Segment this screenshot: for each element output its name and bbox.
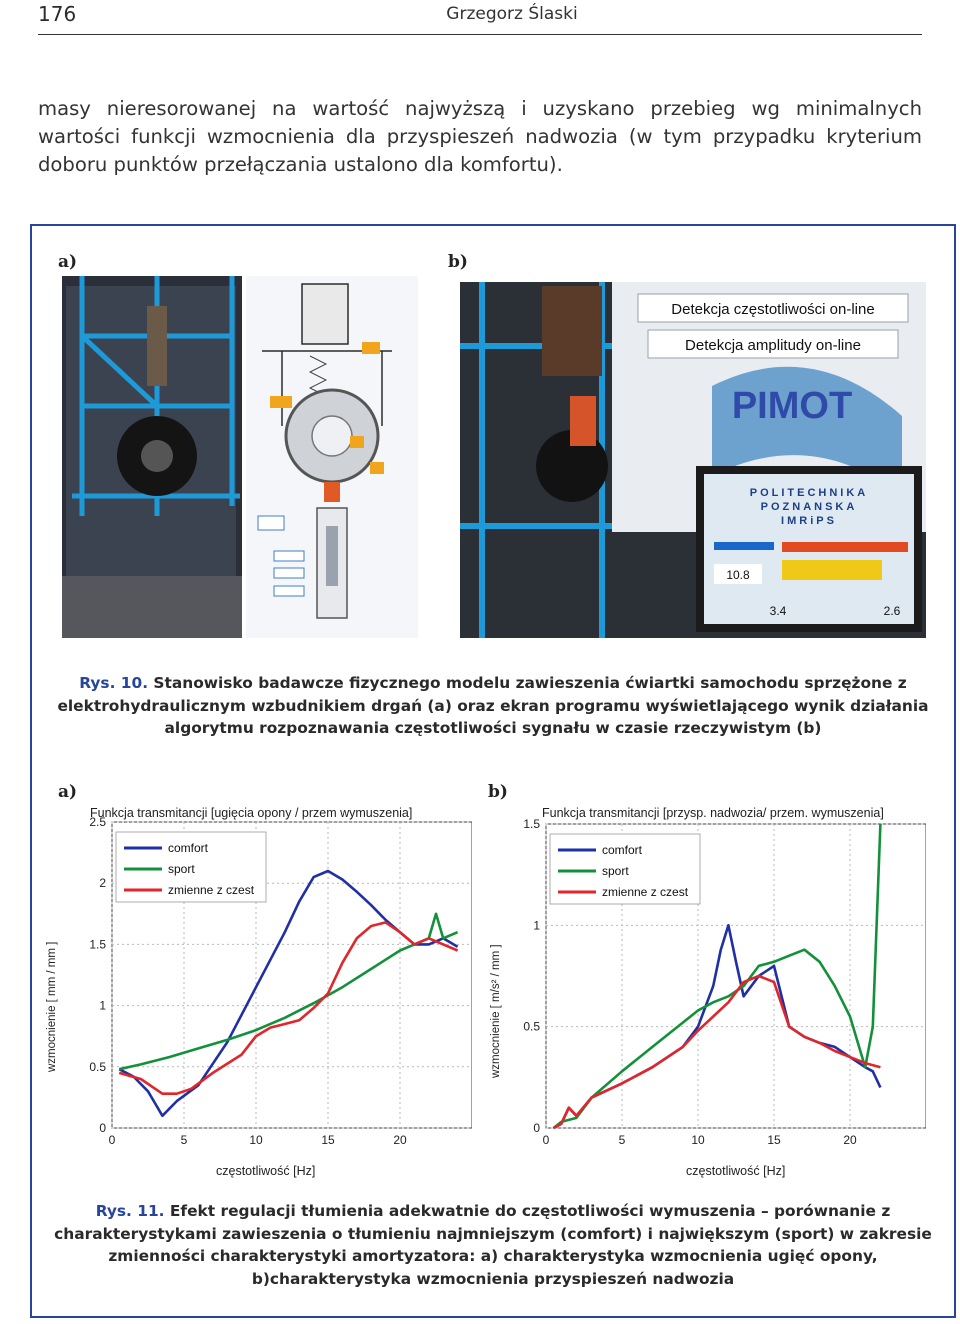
header-rule xyxy=(38,34,922,35)
chart-a-ylabel: wzmocnienie [ mm / mm ] xyxy=(46,941,58,1072)
chart-a-panel-label: a) xyxy=(58,782,78,802)
chart-b-plot: 0 5 10 15 20 0 0.5 1 1.5 comfort sport zmienne z cz… xyxy=(523,817,927,1147)
figure-11-caption-text: Efekt regulacji tłumienia adekwatnie do … xyxy=(54,1202,932,1288)
chart-b-xlabel: częstotliwość [Hz] xyxy=(686,1164,786,1178)
page-number: 176 xyxy=(38,2,77,26)
chart-b-legend-label-0: comfort xyxy=(602,843,643,857)
chart-b-series-2-line xyxy=(552,974,881,1130)
figure-10-photo-b: b) Detekcja częstotliwości on-line Detek… xyxy=(448,246,926,638)
chart-b-xtick-label: 15 xyxy=(767,1133,781,1147)
panel-label-a: a) xyxy=(58,252,78,272)
chart-b-legend-label-2: zmienne z czest xyxy=(602,885,689,899)
figure-10-caption-number: Rys. 10. xyxy=(79,674,149,692)
body-paragraph: masy nieresorowanej na wartość najwyższą… xyxy=(38,97,922,176)
chart-b-ytick-label: 0 xyxy=(533,1121,540,1135)
chart-a-plot: 0 5 10 15 20 0 0.5 1 1.5 2 2.5 comfort sport zmienne … xyxy=(89,815,473,1147)
screen-value-2: 3.4 xyxy=(770,604,787,618)
chart-a-xtick-label: 0 xyxy=(109,1133,116,1147)
running-head-author: Grzegorz Ślaski xyxy=(446,4,578,24)
figure-11-caption: Rys. 11. Efekt regulacji tłumienia adekw… xyxy=(32,1200,954,1290)
figure-10-caption-text: Stanowisko badawcze fizycznego modelu za… xyxy=(57,674,929,737)
chart-a-series-2-line xyxy=(118,921,459,1096)
chart-a-ytick-label: 0.5 xyxy=(89,1060,106,1074)
chart-b-ytick-label: 1.5 xyxy=(523,817,540,831)
chart-b-xtick-label: 0 xyxy=(543,1133,550,1147)
chart-b: b) Funkcja transmitancji [przysp. nadwoz… xyxy=(486,778,927,1178)
screen-value-3: 2.6 xyxy=(884,604,901,618)
chart-b-xtick-label: 20 xyxy=(843,1133,857,1147)
chart-b-xtick-label: 10 xyxy=(691,1133,705,1147)
chart-a-legend-label-0: comfort xyxy=(168,841,209,855)
screen-line-2: POZNANSKA xyxy=(761,501,858,513)
chart-b-title: Funkcja transmitancji [przysp. nadwozia/… xyxy=(542,806,884,820)
chart-a: a) Funkcja transmitancji [ugięcia opony … xyxy=(46,778,473,1178)
chart-a-ytick-label: 1.5 xyxy=(89,937,106,951)
figure-frame: a) xyxy=(30,224,956,1318)
chart-a-ytick-label: 2 xyxy=(99,876,106,890)
chart-a-legend-label-1: sport xyxy=(168,862,195,876)
chart-a-xtick-label: 20 xyxy=(393,1133,407,1147)
chart-a-legend-label-2: zmienne z czest xyxy=(168,883,255,897)
test-rig-illustration xyxy=(62,276,418,638)
screen-line-1: POLITECHNIKA xyxy=(750,487,869,499)
screen-line-3: IMRiPS xyxy=(781,515,837,527)
overlay-frequency-text: Detekcja częstotliwości on-line xyxy=(671,301,874,318)
chart-a-ytick-label: 1 xyxy=(99,999,106,1013)
chart-a-xtick-label: 15 xyxy=(321,1133,335,1147)
chart-a-ytick-label: 2.5 xyxy=(89,815,106,829)
chart-b-series-1-line xyxy=(552,823,882,1130)
chart-b-xtick-label: 5 xyxy=(619,1133,626,1147)
figure-10-photo-a: a) xyxy=(58,246,420,638)
panel-label-b: b) xyxy=(448,252,468,272)
chart-b-ylabel: wzmocnienie [ m/s² / mm ] xyxy=(490,944,502,1078)
chart-a-ytick-label: 0 xyxy=(99,1121,106,1135)
screen-value-1: 10.8 xyxy=(726,568,750,582)
figure-11-caption-number: Rys. 11. xyxy=(95,1202,165,1220)
chart-a-title: Funkcja transmitancji [ugięcia opony / p… xyxy=(90,806,413,820)
chart-a-xtick-label: 5 xyxy=(181,1133,188,1147)
overlay-amplitude-text: Detekcja amplitudy on-line xyxy=(685,337,861,354)
control-screen-photo: Detekcja częstotliwości on-line Detekcja… xyxy=(460,282,926,638)
chart-a-xlabel: częstotliwość [Hz] xyxy=(216,1164,316,1178)
chart-b-ytick-label: 0.5 xyxy=(523,1020,540,1034)
figure-10-caption: Rys. 10. Stanowisko badawcze fizycznego … xyxy=(32,672,954,740)
chart-a-xtick-label: 10 xyxy=(249,1133,263,1147)
pimot-logo: PIMOT xyxy=(732,385,852,427)
chart-b-ytick-label: 1 xyxy=(533,918,540,932)
chart-b-panel-label: b) xyxy=(488,782,508,802)
chart-b-legend-label-1: sport xyxy=(602,864,629,878)
